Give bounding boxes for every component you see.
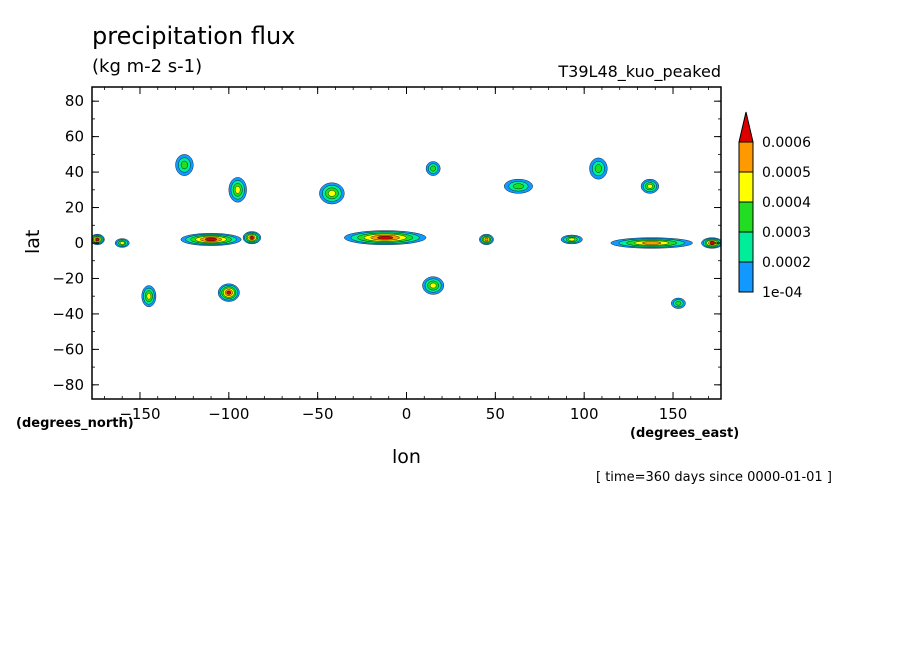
colorbar-swatch-1 bbox=[738, 141, 754, 173]
y-units-label: (degrees_north) bbox=[16, 416, 134, 431]
y-tick-label-7: −60 bbox=[52, 340, 84, 358]
x-tick-label-6: 150 bbox=[659, 405, 688, 423]
precip-contour-2-level-5 bbox=[205, 237, 218, 242]
precip-contour-12-level-3 bbox=[328, 190, 336, 197]
y-tick-label-5: −20 bbox=[52, 269, 84, 287]
y-tick-label-0: 80 bbox=[65, 92, 84, 110]
run-name: T39L48_kuo_peaked bbox=[558, 62, 721, 81]
precip-contour-8-level-5 bbox=[709, 241, 715, 245]
chart-units: (kg m-2 s-1) bbox=[92, 56, 203, 77]
precip-contour-15-level-2 bbox=[512, 183, 524, 190]
x-tick-label-1: −100 bbox=[208, 405, 249, 423]
y-tick-label-4: 0 bbox=[74, 234, 84, 252]
y-tick-label-2: 40 bbox=[65, 163, 84, 181]
precip-contour-14-level-3 bbox=[647, 184, 653, 189]
colorbar-overflow-arrow bbox=[738, 111, 754, 143]
precip-contour-0-level-5 bbox=[95, 237, 100, 242]
colorbar-label-0: 0.0006 bbox=[762, 135, 811, 151]
x-tick-label-4: 50 bbox=[486, 405, 505, 423]
precip-contour-11-level-3 bbox=[429, 282, 437, 289]
y-tick-label-6: −40 bbox=[52, 305, 84, 323]
precip-contour-19-level-2 bbox=[675, 301, 682, 306]
precip-contour-5-level-4 bbox=[484, 237, 489, 242]
precip-contour-1-level-3 bbox=[119, 241, 125, 245]
colorbar-label-5: 1e-04 bbox=[762, 285, 802, 301]
colorbar-label-3: 0.0003 bbox=[762, 225, 811, 241]
colorbar-label-4: 0.0002 bbox=[762, 255, 811, 271]
precip-contour-13-level-3 bbox=[234, 186, 241, 194]
x-tick-label-0: −150 bbox=[119, 405, 160, 423]
x-tick-label-2: −50 bbox=[302, 405, 334, 423]
precip-contour-4-level-5 bbox=[377, 235, 394, 240]
precip-contour-3-level-5 bbox=[249, 235, 254, 240]
colorbar-swatch-3 bbox=[738, 201, 754, 233]
x-tick-label-5: 100 bbox=[570, 405, 599, 423]
colorbar-swatch-4 bbox=[738, 231, 754, 263]
precip-contour-9-level-3 bbox=[146, 292, 152, 300]
time-footer: [ time=360 days since 0000-01-01 ] bbox=[596, 470, 832, 485]
precip-contour-7-level-4 bbox=[642, 241, 662, 245]
y-tick-label-1: 60 bbox=[65, 128, 84, 146]
precip-contour-17-level-2 bbox=[180, 160, 188, 170]
precip-contour-10-level-5 bbox=[226, 290, 232, 295]
y-tick-label-8: −80 bbox=[52, 376, 84, 394]
precip-contour-6-level-3 bbox=[568, 237, 575, 242]
precip-contour-16-level-2 bbox=[594, 164, 602, 173]
y-tick-label-3: 20 bbox=[65, 199, 84, 217]
colorbar-label-2: 0.0004 bbox=[762, 195, 811, 211]
colorbar-label-1: 0.0005 bbox=[762, 165, 811, 181]
chart-title: precipitation flux bbox=[92, 22, 296, 50]
x-axis-label: lon bbox=[392, 446, 421, 468]
x-tick-label-3: 0 bbox=[402, 405, 412, 423]
colorbar-swatch-5 bbox=[738, 261, 754, 293]
precip-contour-18-level-2 bbox=[430, 165, 437, 172]
colorbar-swatch-2 bbox=[738, 171, 754, 203]
x-units-label: (degrees_east) bbox=[630, 426, 740, 441]
